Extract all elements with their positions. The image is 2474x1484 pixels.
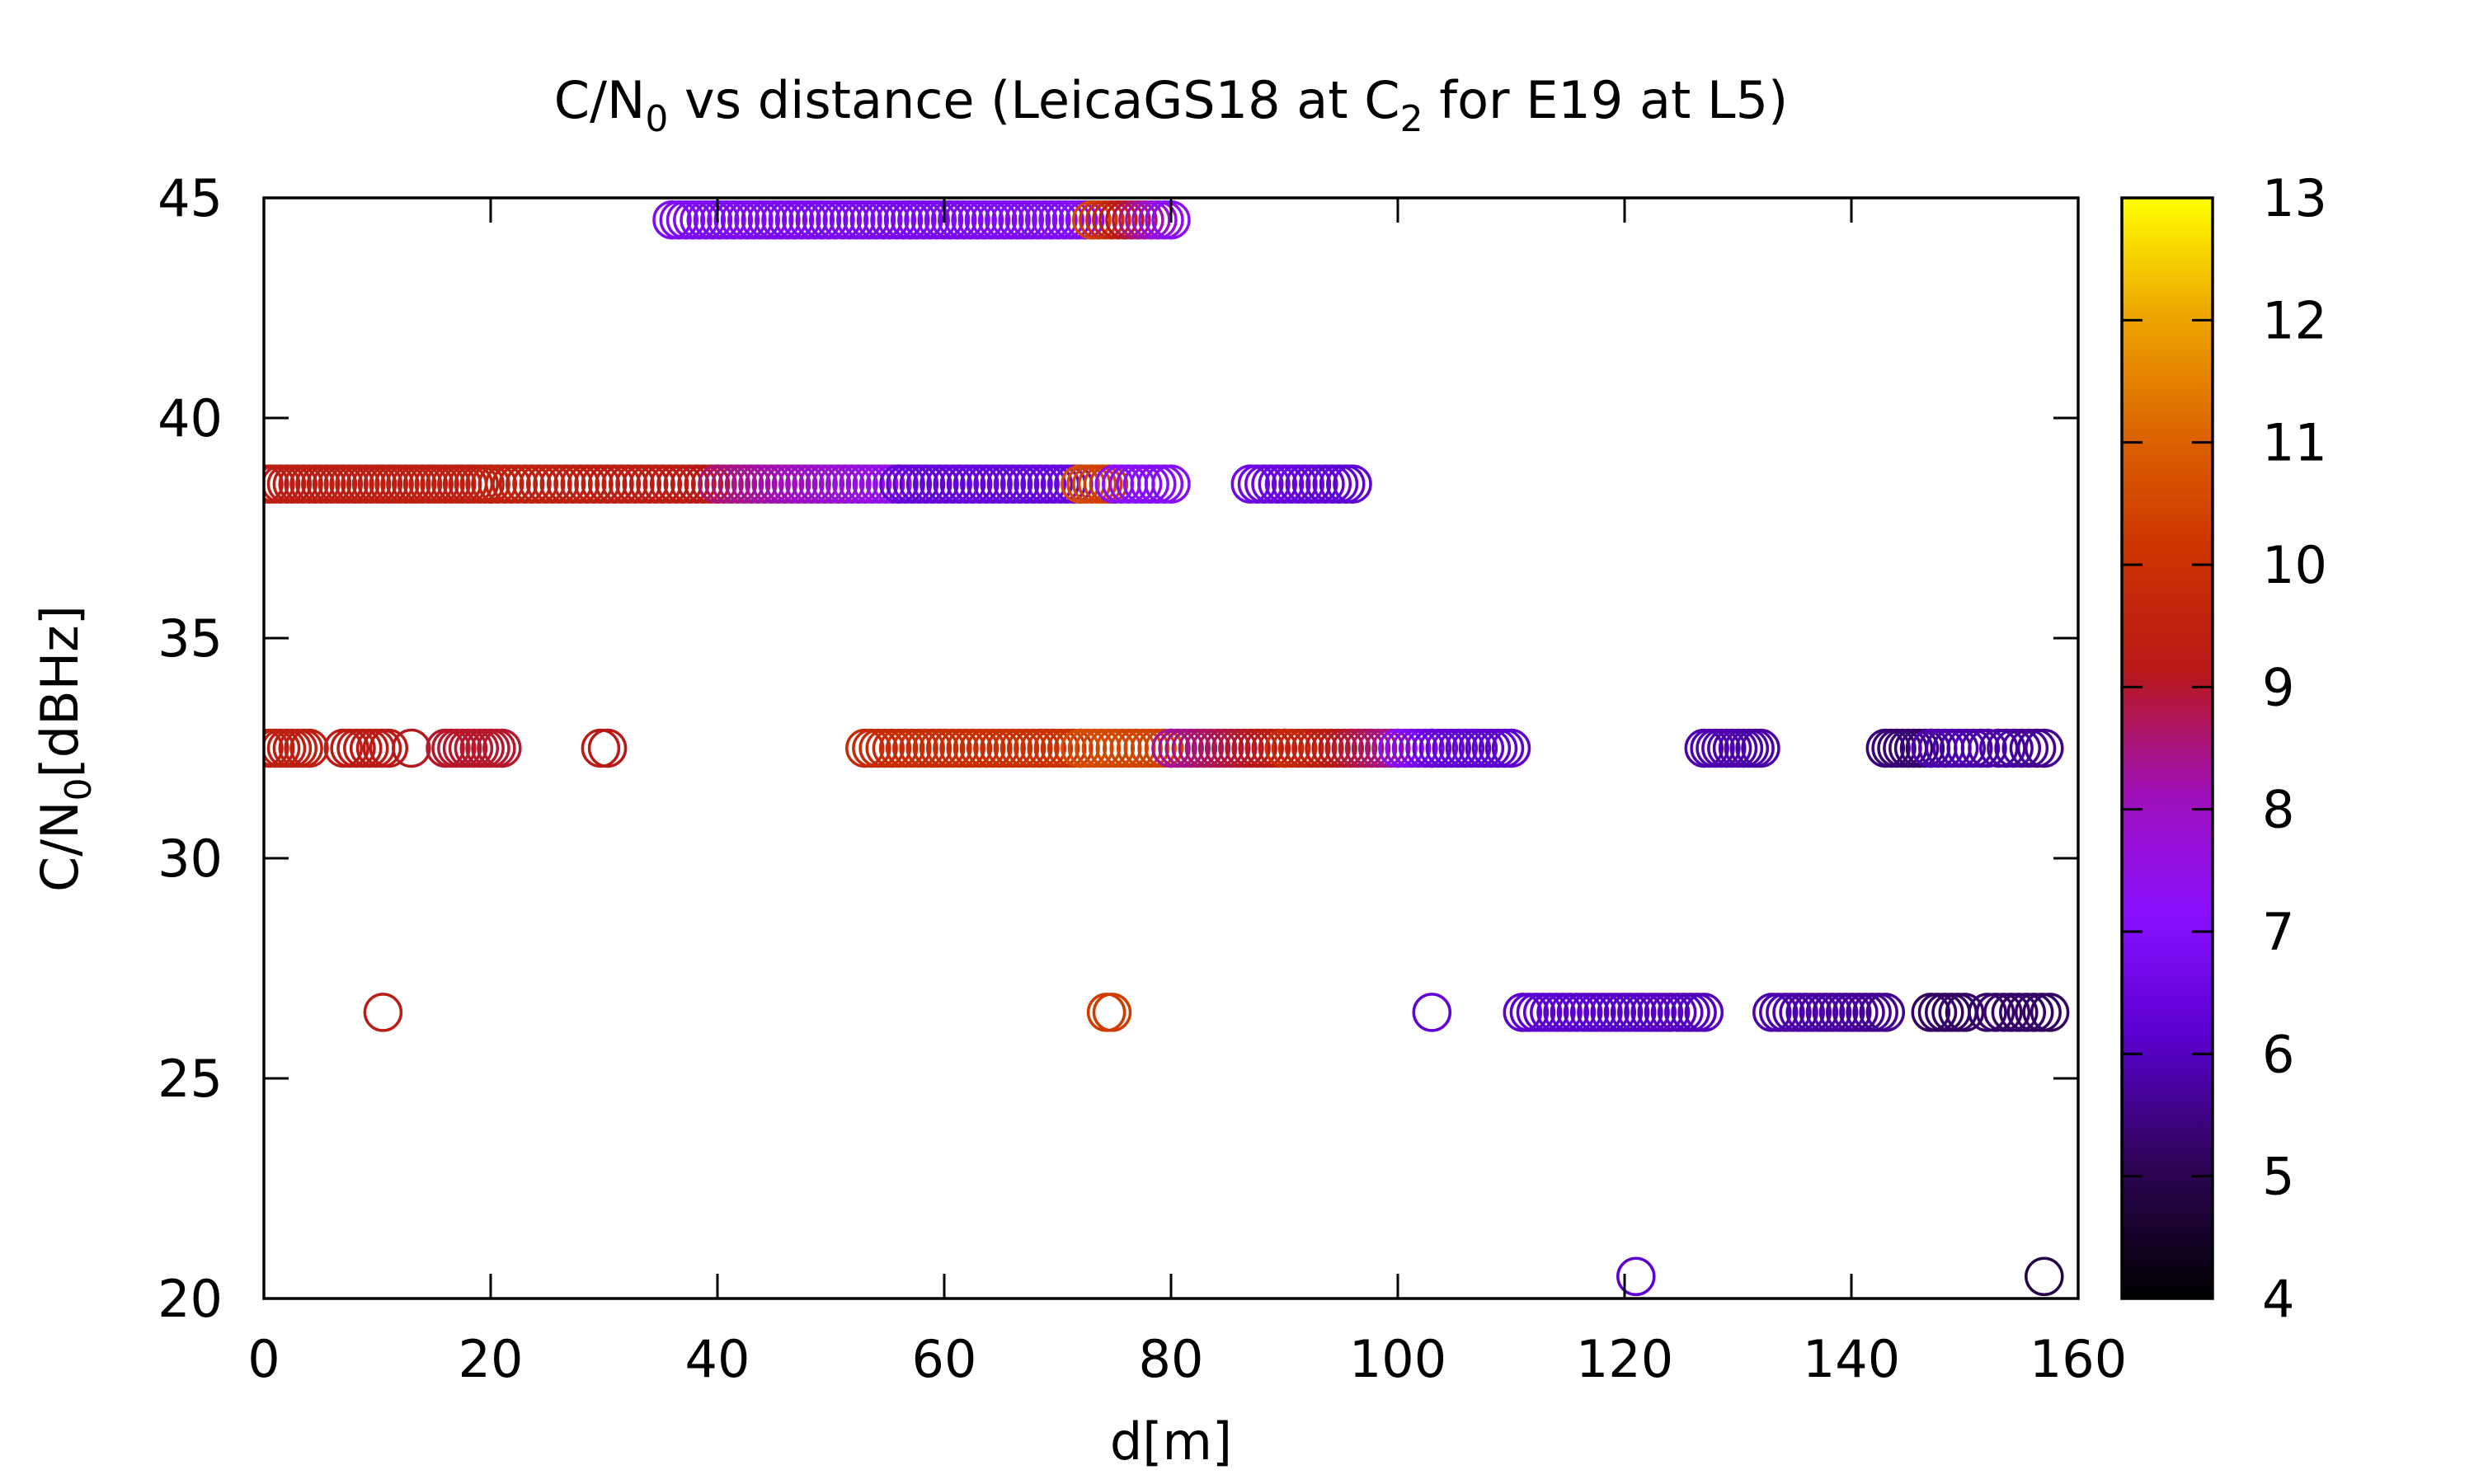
data-point [1684, 993, 1724, 1032]
colorbar-tick-label: 13 [2262, 168, 2327, 228]
data-point [1968, 993, 2007, 1032]
data-point [1865, 993, 1906, 1032]
data-point [2030, 993, 2070, 1032]
x-tick-label: 60 [912, 1329, 977, 1389]
data-point [1616, 1256, 1656, 1297]
data-point [1945, 993, 1985, 1032]
data-point [1991, 993, 2031, 1032]
colorbar-tick-label: 12 [2262, 290, 2327, 350]
colorbar: 4 5 6 7 8 9 10 11 12 13 [2120, 168, 2327, 1329]
y-tick-label: 35 [158, 608, 223, 669]
title-prefix: C/N [554, 70, 646, 130]
x-tick-label: 40 [685, 1329, 750, 1389]
data-point [363, 993, 403, 1032]
y-tick-label: 25 [158, 1049, 223, 1109]
data-point [2025, 1256, 2064, 1297]
y-tick-label: 40 [158, 388, 223, 448]
data-points [264, 200, 2070, 1297]
data-point [1979, 728, 2019, 768]
data-point [1983, 993, 2023, 1032]
data-point [1151, 464, 1191, 504]
data-point [482, 728, 522, 768]
data-point [1333, 464, 1372, 504]
colorbar-tick-label: 8 [2262, 780, 2294, 840]
data-point [1994, 728, 2034, 768]
data-point [1491, 728, 1531, 768]
colorbar-tick-label: 7 [2262, 902, 2294, 962]
data-point [1987, 728, 2026, 768]
data-point [1999, 993, 2039, 1032]
colorbar-tick-label: 11 [2262, 413, 2327, 473]
data-point [587, 728, 628, 768]
data-point [2001, 728, 2042, 768]
y-tick-label: 45 [158, 168, 223, 228]
colorbar-tick-label: 6 [2262, 1024, 2294, 1084]
colorbar-tick-label: 10 [2262, 535, 2327, 595]
data-point [1968, 728, 2007, 768]
data-point [1412, 993, 1452, 1032]
x-tick-label: 0 [247, 1329, 280, 1389]
y-axis-label: C/N0[dBHz] [30, 605, 100, 892]
axis-ticks: 0 20 40 60 80 100 120 140 160 20 25 30 35 40 45 [158, 168, 2127, 1389]
colorbar-ticks: 4 5 6 7 8 9 10 11 12 13 [2122, 168, 2327, 1329]
y-tick-label: 30 [158, 829, 223, 889]
x-tick-label: 80 [1139, 1329, 1204, 1389]
data-point [2014, 993, 2054, 1032]
x-tick-label: 20 [459, 1329, 524, 1389]
data-point [369, 728, 409, 768]
y-tick-label: 20 [158, 1269, 223, 1329]
data-point [1092, 993, 1132, 1032]
data-point [2006, 993, 2047, 1032]
plot-frame [262, 196, 2080, 1300]
title-subscript-2: 2 [1400, 98, 1423, 140]
colorbar-tick-label: 4 [2262, 1269, 2294, 1329]
data-point [264, 728, 284, 768]
ylabel-subscript: 0 [58, 777, 100, 801]
data-point [2016, 728, 2057, 768]
colorbar-gradient [2120, 196, 2214, 1300]
title-suffix: for E19 at L5) [1423, 70, 1789, 130]
data-point [264, 464, 284, 504]
title-subscript-1: 0 [645, 98, 668, 140]
chart-title: C/N0 vs distance (LeicaGS18 at C2 for E1… [554, 70, 1788, 140]
data-point [1975, 993, 2015, 1032]
data-point [2022, 993, 2062, 1032]
title-middle: vs distance (LeicaGS18 at C [668, 70, 1399, 130]
x-tick-label: 100 [1349, 1329, 1446, 1389]
colorbar-tick-label: 5 [2262, 1147, 2294, 1207]
x-tick-label: 140 [1803, 1329, 1900, 1389]
data-point [289, 728, 329, 768]
x-axis-label: d[m] [1110, 1411, 1232, 1472]
x-tick-label: 120 [1576, 1329, 1673, 1389]
data-point [2025, 728, 2064, 768]
colorbar-tick-label: 9 [2262, 657, 2294, 717]
data-point [2009, 728, 2049, 768]
data-point [392, 728, 431, 768]
data-point [1741, 728, 1780, 768]
ylabel-suffix: [dBHz] [30, 605, 90, 777]
ylabel-prefix: C/N [30, 801, 90, 892]
x-tick-label: 160 [2030, 1329, 2127, 1389]
